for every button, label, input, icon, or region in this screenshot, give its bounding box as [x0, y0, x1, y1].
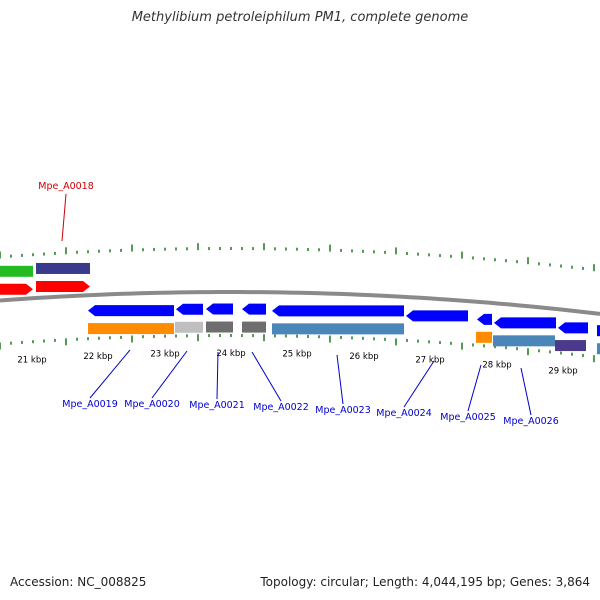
cds-reverse-arrow	[272, 305, 404, 317]
kbp-label: 23 kbp	[150, 350, 179, 360]
gene-label: Mpe_A0024	[376, 408, 432, 419]
cds-reverse-arrow	[242, 303, 266, 315]
cds-reverse-arrow	[406, 310, 468, 322]
cog-block	[242, 321, 266, 333]
gene-label: Mpe_A0025	[440, 412, 496, 423]
kbp-label: 27 kbp	[415, 355, 444, 365]
kbp-label: 26 kbp	[349, 352, 378, 362]
leader-line	[251, 351, 282, 402]
cog-block	[0, 265, 33, 277]
leader-line	[61, 193, 67, 242]
cog-block	[88, 323, 174, 335]
cog-block	[175, 321, 203, 333]
leader-line	[336, 354, 344, 405]
kbp-label: 25 kbp	[282, 350, 311, 360]
leader-line	[520, 367, 532, 416]
gene-label: Mpe_A0018	[38, 181, 94, 192]
gene-label: Mpe_A0022	[253, 402, 309, 413]
leader-line	[467, 364, 482, 412]
genome-summary-text: Topology: circular; Length: 4,044,195 bp…	[260, 575, 590, 589]
cds-reverse-arrow	[558, 322, 588, 334]
feature-blocks	[0, 262, 600, 355]
gene-label: Mpe_A0020	[124, 399, 180, 410]
labels: 21 kbp 22 kbp 23 kbp 24 kbp 25 kbp 26 kbp 27 k…	[17, 181, 577, 427]
kbp-label: 29 kbp	[548, 367, 577, 377]
cds-reverse-arrow	[597, 325, 600, 337]
gene-label: Mpe_A0026	[503, 416, 559, 427]
cog-block	[476, 331, 492, 343]
kbp-label: 28 kbp	[482, 360, 511, 370]
genome-title: Methylibium petroleiphilum PM1, complete…	[131, 10, 469, 25]
cog-block	[597, 343, 600, 355]
cog-block	[206, 321, 233, 333]
cds-reverse-arrow	[206, 303, 233, 315]
gene-label: Mpe_A0019	[62, 399, 118, 410]
leader-line	[89, 349, 131, 399]
cog-block	[493, 335, 555, 347]
gene-label: Mpe_A0021	[189, 400, 245, 411]
accession-text: Accession: NC_008825	[10, 575, 147, 589]
cds-reverse-arrow	[88, 305, 174, 317]
kbp-label: 21 kbp	[17, 355, 46, 365]
kbp-label: 22 kbp	[83, 352, 112, 362]
gene-label: Mpe_A0023	[315, 405, 371, 416]
cog-block	[272, 323, 404, 335]
kbp-label: 24 kbp	[216, 349, 245, 359]
tick-marks	[0, 243, 595, 363]
backbone	[0, 290, 600, 316]
cog-block	[555, 340, 586, 352]
cds-reverse-arrow	[477, 313, 492, 325]
cds-forward-arrow	[0, 283, 33, 295]
cds-reverse-arrow	[176, 303, 203, 315]
cds-forward-arrow	[36, 280, 90, 292]
leader-line	[403, 360, 435, 408]
cds-reverse-arrow	[494, 317, 556, 329]
leader-line	[216, 351, 219, 400]
backbone-line	[0, 290, 600, 316]
leader-line	[151, 350, 188, 399]
label-leader-lines	[61, 193, 532, 416]
cog-block	[36, 262, 90, 274]
